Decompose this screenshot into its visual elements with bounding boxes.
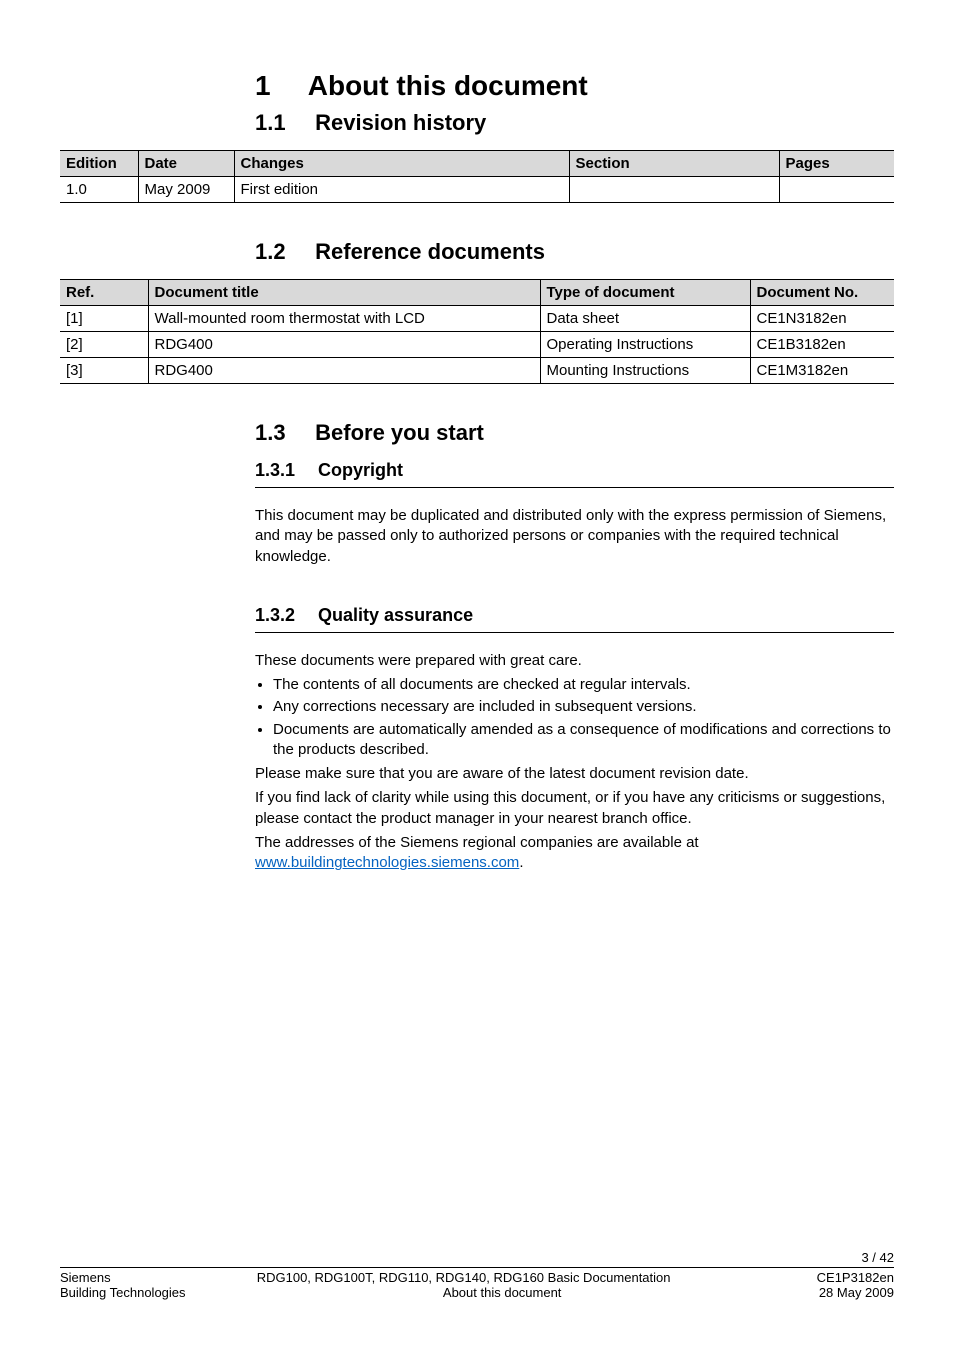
table-row: [2] RDG400 Operating Instructions CE1B31… (60, 332, 894, 358)
col-edition: Edition (60, 151, 138, 177)
cell-changes: First edition (234, 177, 569, 203)
divider (255, 632, 894, 633)
heading-1-3-1-text: Copyright (318, 460, 403, 480)
cell-type: Data sheet (540, 306, 750, 332)
heading-1-3-2-num: 1.3.2 (255, 605, 313, 626)
col-type: Type of document (540, 280, 750, 306)
list-item: Any corrections necessary are included i… (273, 697, 894, 717)
heading-1-3-1-num: 1.3.1 (255, 460, 313, 481)
page-content: 1 About this document 1.1 Revision histo… (0, 0, 954, 873)
col-title: Document title (148, 280, 540, 306)
heading-1-3-2: 1.3.2 Quality assurance (255, 605, 894, 626)
heading-1-num: 1 (255, 70, 301, 102)
qa-p4: The addresses of the Siemens regional co… (255, 833, 894, 874)
reference-table: Ref. Document title Type of document Doc… (60, 279, 894, 384)
cell-edition: 1.0 (60, 177, 138, 203)
footer-section: About this document (443, 1285, 562, 1300)
col-changes: Changes (234, 151, 569, 177)
table-row: [3] RDG400 Mounting Instructions CE1M318… (60, 358, 894, 384)
cell-ref: [2] (60, 332, 148, 358)
cell-doc: CE1M3182en (750, 358, 894, 384)
table-header-row: Ref. Document title Type of document Doc… (60, 280, 894, 306)
table-header-row: Edition Date Changes Section Pages (60, 151, 894, 177)
cell-title: Wall-mounted room thermostat with LCD (148, 306, 540, 332)
heading-1-2-num: 1.2 (255, 239, 309, 265)
footer-division: Building Technologies (60, 1285, 186, 1300)
heading-1-2-text: Reference documents (315, 239, 545, 264)
cell-section (569, 177, 779, 203)
cell-title: RDG400 (148, 358, 540, 384)
cell-type: Mounting Instructions (540, 358, 750, 384)
qa-p2: Please make sure that you are aware of t… (255, 764, 894, 784)
section-1-3: 1.3 Before you start 1.3.1 Copyright Thi… (255, 420, 894, 873)
footer-doc-no: CE1P3182en (817, 1270, 894, 1285)
footer-company: Siemens (60, 1270, 111, 1285)
footer-doc-title: RDG100, RDG100T, RDG110, RDG140, RDG160 … (257, 1270, 671, 1285)
list-item: Documents are automatically amended as a… (273, 720, 894, 761)
cell-doc: CE1B3182en (750, 332, 894, 358)
revision-table: Edition Date Changes Section Pages 1.0 M… (60, 150, 894, 203)
heading-1-3: 1.3 Before you start (255, 420, 894, 446)
siemens-link[interactable]: www.buildingtechnologies.siemens.com (255, 854, 519, 871)
heading-1-text: About this document (308, 70, 588, 101)
qa-p4a: The addresses of the Siemens regional co… (255, 834, 699, 851)
heading-1: 1 About this document (255, 70, 894, 102)
heading-1-1-num: 1.1 (255, 110, 309, 136)
table-row: 1.0 May 2009 First edition (60, 177, 894, 203)
col-doc: Document No. (750, 280, 894, 306)
heading-1-2: 1.2 Reference documents (255, 239, 894, 265)
table-row: [1] Wall-mounted room thermostat with LC… (60, 306, 894, 332)
cell-type: Operating Instructions (540, 332, 750, 358)
cell-doc: CE1N3182en (750, 306, 894, 332)
footer-row-2: Building Technologies About this documen… (60, 1285, 894, 1300)
qa-p4b: . (519, 854, 523, 871)
copyright-paragraph: This document may be duplicated and dist… (255, 506, 894, 567)
heading-1-1: 1.1 Revision history (255, 110, 894, 136)
cell-date: May 2009 (138, 177, 234, 203)
heading-1-3-text: Before you start (315, 420, 484, 445)
cell-pages (779, 177, 894, 203)
qa-p3: If you find lack of clarity while using … (255, 788, 894, 829)
heading-1-3-num: 1.3 (255, 420, 309, 446)
list-item: The contents of all documents are checke… (273, 675, 894, 695)
heading-1-1-text: Revision history (315, 110, 486, 135)
cell-ref: [3] (60, 358, 148, 384)
heading-1-3-1: 1.3.1 Copyright (255, 460, 894, 481)
cell-ref: [1] (60, 306, 148, 332)
cell-title: RDG400 (148, 332, 540, 358)
col-date: Date (138, 151, 234, 177)
footer-page-number: 3 / 42 (60, 1250, 894, 1268)
heading-1-3-2-text: Quality assurance (318, 605, 473, 625)
col-section: Section (569, 151, 779, 177)
page-footer: 3 / 42 Siemens RDG100, RDG100T, RDG110, … (60, 1250, 894, 1300)
col-pages: Pages (779, 151, 894, 177)
footer-date: 28 May 2009 (819, 1285, 894, 1300)
footer-row-1: Siemens RDG100, RDG100T, RDG110, RDG140,… (60, 1270, 894, 1285)
col-ref: Ref. (60, 280, 148, 306)
qa-bullet-list: The contents of all documents are checke… (255, 675, 894, 760)
qa-p1: These documents were prepared with great… (255, 651, 894, 671)
divider (255, 487, 894, 488)
